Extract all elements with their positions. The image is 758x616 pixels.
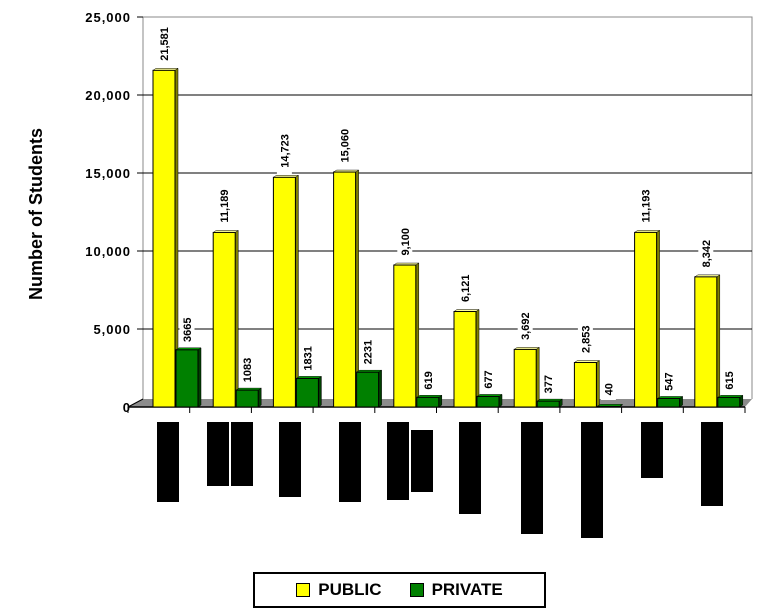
data-label-private: 615 (724, 371, 736, 389)
data-label-private: 40 (603, 383, 615, 395)
data-label-public: 9,100 (400, 228, 412, 256)
data-label-private-box (600, 378, 616, 400)
bar-public (152, 69, 176, 408)
data-label-public-box (156, 20, 172, 68)
legend-item-public: PUBLIC (296, 580, 382, 600)
bar-private (356, 371, 380, 408)
category-label-redacted (701, 422, 723, 506)
legend-item-private: PRIVATE (409, 580, 503, 600)
data-label-private-box (480, 365, 496, 394)
floor-edge (127, 398, 144, 408)
data-label-public-box (698, 233, 714, 274)
data-label-public: 14,723 (279, 134, 291, 168)
data-label-private-box (661, 367, 677, 396)
data-label-public: 21,581 (159, 27, 171, 61)
legend-label-public: PUBLIC (318, 580, 382, 599)
data-label-private: 547 (664, 372, 676, 390)
data-label-private-box (179, 312, 195, 347)
bar-public (573, 361, 597, 408)
category-label-redacted (339, 422, 361, 502)
legend-swatch-public (296, 583, 311, 597)
data-label-private-box (360, 334, 376, 370)
data-label-private: 3665 (182, 317, 194, 341)
data-label-public-box (276, 127, 292, 175)
bar-public (333, 171, 357, 408)
bar-private (175, 349, 199, 408)
data-label-public-box (457, 268, 473, 309)
legend-label-private: PRIVATE (431, 580, 503, 599)
data-label-private: 1083 (242, 358, 254, 382)
bar-public (513, 348, 537, 408)
bar-public (393, 264, 417, 408)
data-label-private: 1831 (302, 346, 314, 370)
bar-private (536, 400, 560, 408)
data-label-public-box (638, 182, 654, 230)
category-label-redacted (641, 422, 663, 478)
data-label-private: 677 (483, 370, 495, 388)
bar-public (212, 231, 236, 408)
bar-public (694, 276, 718, 408)
category-label-redacted (231, 422, 253, 486)
category-label-redacted (157, 422, 179, 502)
data-label-public: 11,189 (219, 190, 231, 223)
category-label-redacted (279, 422, 301, 497)
y-tick-label: 15,000 (85, 166, 131, 181)
plot-frame (143, 16, 753, 399)
category-label-redacted (459, 422, 481, 514)
bar-private (295, 377, 319, 408)
bar-public (453, 311, 477, 408)
data-label-public: 11,193 (641, 189, 653, 222)
category-label-redacted (411, 430, 433, 492)
bar-public (634, 231, 658, 408)
y-tick-label: 20,000 (85, 88, 131, 103)
bar-private (596, 405, 620, 408)
chart-legend: PUBLIC PRIVATE (253, 572, 546, 608)
data-label-public: 3,692 (520, 312, 532, 340)
data-label-private: 377 (543, 375, 555, 393)
bar-private (235, 389, 259, 408)
data-label-public-box (397, 221, 413, 263)
bar-private (416, 396, 440, 408)
y-tick-label: 10,000 (85, 244, 131, 259)
data-label-public-box (517, 305, 533, 347)
data-label-public-box (216, 182, 232, 230)
category-label-redacted (521, 422, 543, 534)
category-label-redacted (207, 422, 229, 486)
bar-public (272, 176, 296, 408)
y-axis-title: Number of Students (26, 128, 46, 300)
data-label-public: 2,853 (580, 325, 592, 353)
data-label-private-box (239, 352, 255, 388)
data-label-private: 2231 (363, 340, 375, 364)
data-label-private-box (299, 341, 315, 376)
bar-private (717, 396, 741, 408)
y-tick-label: 25,000 (85, 10, 131, 25)
bar-private (476, 395, 500, 408)
data-label-public-box (577, 318, 593, 360)
y-tick-label: 5,000 (93, 322, 131, 337)
data-label-private-box (721, 366, 737, 395)
data-label-public-box (337, 122, 353, 170)
data-label-private: 619 (423, 371, 435, 389)
bar-private (657, 397, 681, 408)
category-label-redacted (387, 422, 409, 500)
data-label-public: 8,342 (701, 240, 713, 268)
data-label-private-box (420, 366, 436, 395)
data-label-public: 15,060 (340, 129, 352, 163)
y-tick-label: 0 (123, 400, 131, 415)
category-label-redacted (581, 422, 603, 538)
data-label-public: 6,121 (460, 274, 472, 302)
data-label-private-box (540, 370, 556, 399)
legend-swatch-private (409, 583, 424, 597)
